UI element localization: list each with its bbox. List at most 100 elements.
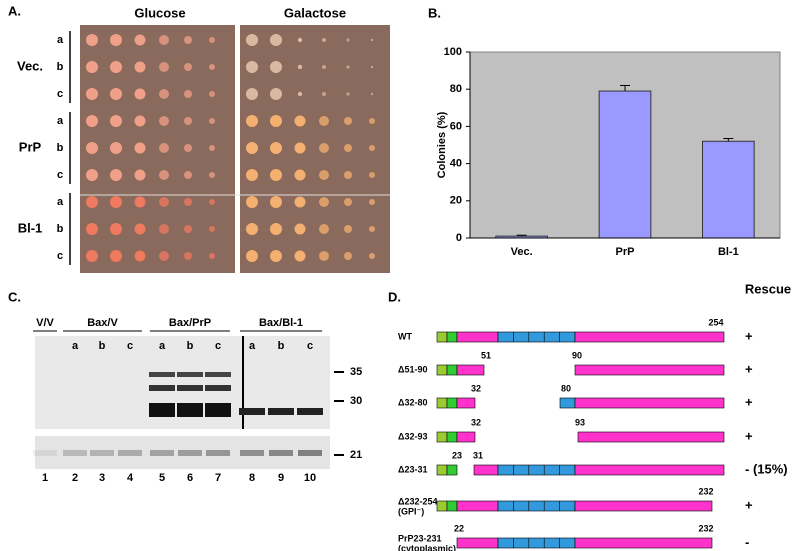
- panel-label: B.: [428, 5, 441, 20]
- condition-label: Glucose: [134, 5, 185, 20]
- colony-spot: [294, 115, 306, 127]
- domain-segment: [446, 500, 458, 512]
- colony-spot: [369, 172, 375, 178]
- position-label: 23: [452, 450, 462, 460]
- domain-segment: [436, 364, 448, 376]
- domain-segment: [574, 331, 725, 343]
- header: Rescue: [745, 281, 791, 296]
- domain-segment: [436, 500, 448, 512]
- group-label: Bax/V: [87, 317, 118, 329]
- colony-spot: [134, 142, 146, 154]
- colony-spot: [294, 169, 306, 181]
- group-label: V/V: [36, 317, 54, 329]
- bar: [598, 90, 652, 239]
- rescue-result: +: [745, 428, 753, 443]
- colony-spot: [346, 38, 350, 42]
- colony-spot: [209, 118, 215, 124]
- domain-segment: [446, 364, 458, 376]
- colony-spot: [86, 115, 98, 127]
- y-tick-label: 80: [450, 83, 462, 95]
- colony-spot: [110, 142, 122, 154]
- y-tick-label: 40: [450, 158, 462, 170]
- x-tick-label: Vec.: [511, 246, 533, 258]
- band-bi1: [268, 408, 294, 415]
- colony-spot: [319, 251, 329, 261]
- construct-name: Δ232-254: [398, 496, 438, 506]
- rescue-result: +: [745, 361, 753, 376]
- domain-segment: [446, 331, 458, 343]
- lane-number: 5: [159, 472, 165, 484]
- colony-spot: [184, 90, 192, 98]
- domain-segment: [436, 331, 448, 343]
- band-prp: [177, 372, 203, 377]
- domain-segment: [456, 397, 476, 409]
- position-label: 232: [698, 523, 713, 533]
- group-label: Vec.: [17, 58, 43, 73]
- colony-spot: [209, 37, 215, 43]
- colony-spot: [110, 115, 122, 127]
- domain-segment: [497, 500, 576, 512]
- colony-spot: [319, 170, 329, 180]
- colony-spot: [344, 117, 352, 125]
- domain-segment: [456, 364, 485, 376]
- loading-band: [178, 450, 202, 456]
- position-label: 80: [561, 383, 571, 393]
- colony-spot: [110, 88, 122, 100]
- loading-band: [90, 450, 114, 456]
- loading-band: [118, 450, 142, 456]
- colony-spot: [209, 64, 215, 70]
- marker-label: 21: [350, 449, 362, 461]
- lane-number: 8: [249, 472, 255, 484]
- loading-band: [298, 450, 322, 456]
- colony-spot: [134, 61, 146, 73]
- row-label: a: [57, 115, 64, 127]
- colony-spot: [319, 143, 329, 153]
- colony-spot: [110, 34, 122, 46]
- colony-spot: [184, 36, 192, 44]
- colony-spot: [294, 142, 306, 154]
- domain-segment: [446, 397, 458, 409]
- colony-spot: [209, 91, 215, 97]
- position-label: 254: [708, 317, 723, 327]
- lane-label: a: [159, 340, 166, 352]
- domain-segment: [456, 431, 476, 443]
- group-label: Bax/PrP: [169, 317, 211, 329]
- row-label: c: [57, 88, 63, 100]
- colony-spot: [369, 118, 375, 124]
- colony-spot: [134, 169, 146, 181]
- domain-segment: [574, 537, 713, 549]
- colony-spot: [344, 252, 352, 260]
- colony-spot: [159, 143, 169, 153]
- colony-spot: [209, 226, 215, 232]
- domain-segment: [559, 397, 576, 409]
- colony-spot: [110, 250, 122, 262]
- colony-spot: [184, 198, 192, 206]
- colony-spot: [344, 144, 352, 152]
- domain-segment: [574, 464, 725, 476]
- colony-spot: [134, 223, 146, 235]
- colony-spot: [297, 91, 303, 97]
- condition-label: Galactose: [284, 5, 346, 20]
- rescue-result: +: [745, 328, 753, 343]
- domain-segment: [436, 397, 448, 409]
- colony-spot: [86, 142, 98, 154]
- colony-spot: [346, 92, 350, 96]
- loading-band: [33, 450, 57, 456]
- colony-spot: [297, 64, 303, 70]
- row-label: c: [57, 169, 63, 181]
- band-prp: [177, 385, 203, 391]
- panel-label: A.: [8, 3, 21, 18]
- group-label: PrP: [19, 139, 42, 154]
- domain-segment: [456, 537, 499, 549]
- y-tick-label: 20: [450, 195, 462, 207]
- x-tick-label: Bl-1: [718, 246, 739, 258]
- colony-spot: [270, 88, 282, 100]
- colony-spot: [246, 142, 258, 154]
- rescue-result: +: [745, 394, 753, 409]
- colony-spot: [209, 172, 215, 178]
- construct-note: (cytoplasmic): [398, 543, 456, 551]
- domain-segment: [577, 431, 725, 443]
- rescue-result: - (15%): [745, 461, 788, 476]
- marker-label: 30: [350, 395, 362, 407]
- colony-spot: [184, 117, 192, 125]
